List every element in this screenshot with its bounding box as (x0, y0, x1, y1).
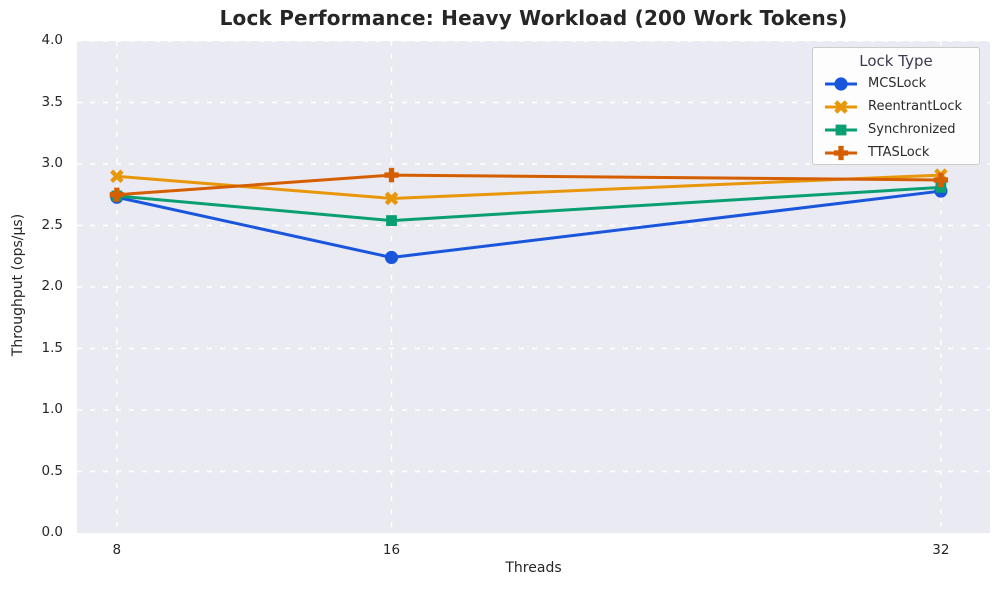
y-tick-label: 2.0 (41, 278, 63, 294)
y-tick-label: 0.0 (41, 524, 63, 540)
y-axis-label: Throughput (ops/μs) (10, 213, 26, 357)
legend-title: Lock Type (859, 52, 933, 70)
legend-label: TTASLock (868, 145, 930, 160)
legend-entry-ttaslock: TTASLock (819, 141, 973, 164)
legend-entry-reentrantlock: ReentrantLock (819, 95, 973, 118)
y-tick-label: 3.5 (41, 93, 63, 110)
square-marker-icon (825, 124, 857, 135)
y-tick-label: 1.5 (41, 339, 63, 356)
legend: Lock Type MCSLock ReentrantLock Synchroniz… (812, 47, 980, 165)
x-tick-label: 8 (112, 542, 122, 558)
x-axis-label: Threads (505, 560, 562, 576)
y-tick-label: 2.5 (41, 216, 63, 233)
plus-marker-icon (384, 167, 399, 183)
plus-marker-icon (825, 145, 857, 160)
legend-entry-mcslock: MCSLock (819, 72, 973, 95)
x-marker-icon (110, 169, 124, 184)
x-marker-icon (834, 99, 848, 114)
plus-marker-icon (933, 172, 949, 188)
square-marker-icon (835, 124, 847, 135)
circle-marker-icon (834, 76, 848, 91)
y-tick-label: 1.0 (41, 401, 63, 417)
y-tick-label: 0.5 (41, 462, 63, 479)
circle-marker-icon (384, 250, 399, 265)
legend-entries: MCSLock ReentrantLock Synchronized TTASLock (819, 72, 973, 164)
legend-label: MCSLock (868, 76, 927, 91)
circle-marker-icon (825, 76, 857, 91)
series-TTASLock (109, 167, 949, 202)
legend-label: Synchronized (868, 122, 956, 137)
x-tick-label: 16 (382, 542, 401, 558)
x-marker-icon (825, 99, 857, 114)
square-marker-icon (386, 215, 397, 226)
x-tick-label: 32 (932, 542, 950, 558)
plus-marker-icon (833, 145, 849, 160)
legend-label: ReentrantLock (868, 99, 963, 114)
y-tick-label: 3.0 (41, 155, 63, 171)
chart-title: Lock Performance: Heavy Workload (200 Wo… (219, 6, 848, 30)
square-marker-icon (935, 181, 947, 193)
legend-entry-synchronized: Synchronized (819, 118, 973, 141)
plus-marker-icon (109, 187, 124, 202)
x-marker-icon (384, 191, 399, 206)
y-tick-label: 4.0 (41, 32, 63, 48)
